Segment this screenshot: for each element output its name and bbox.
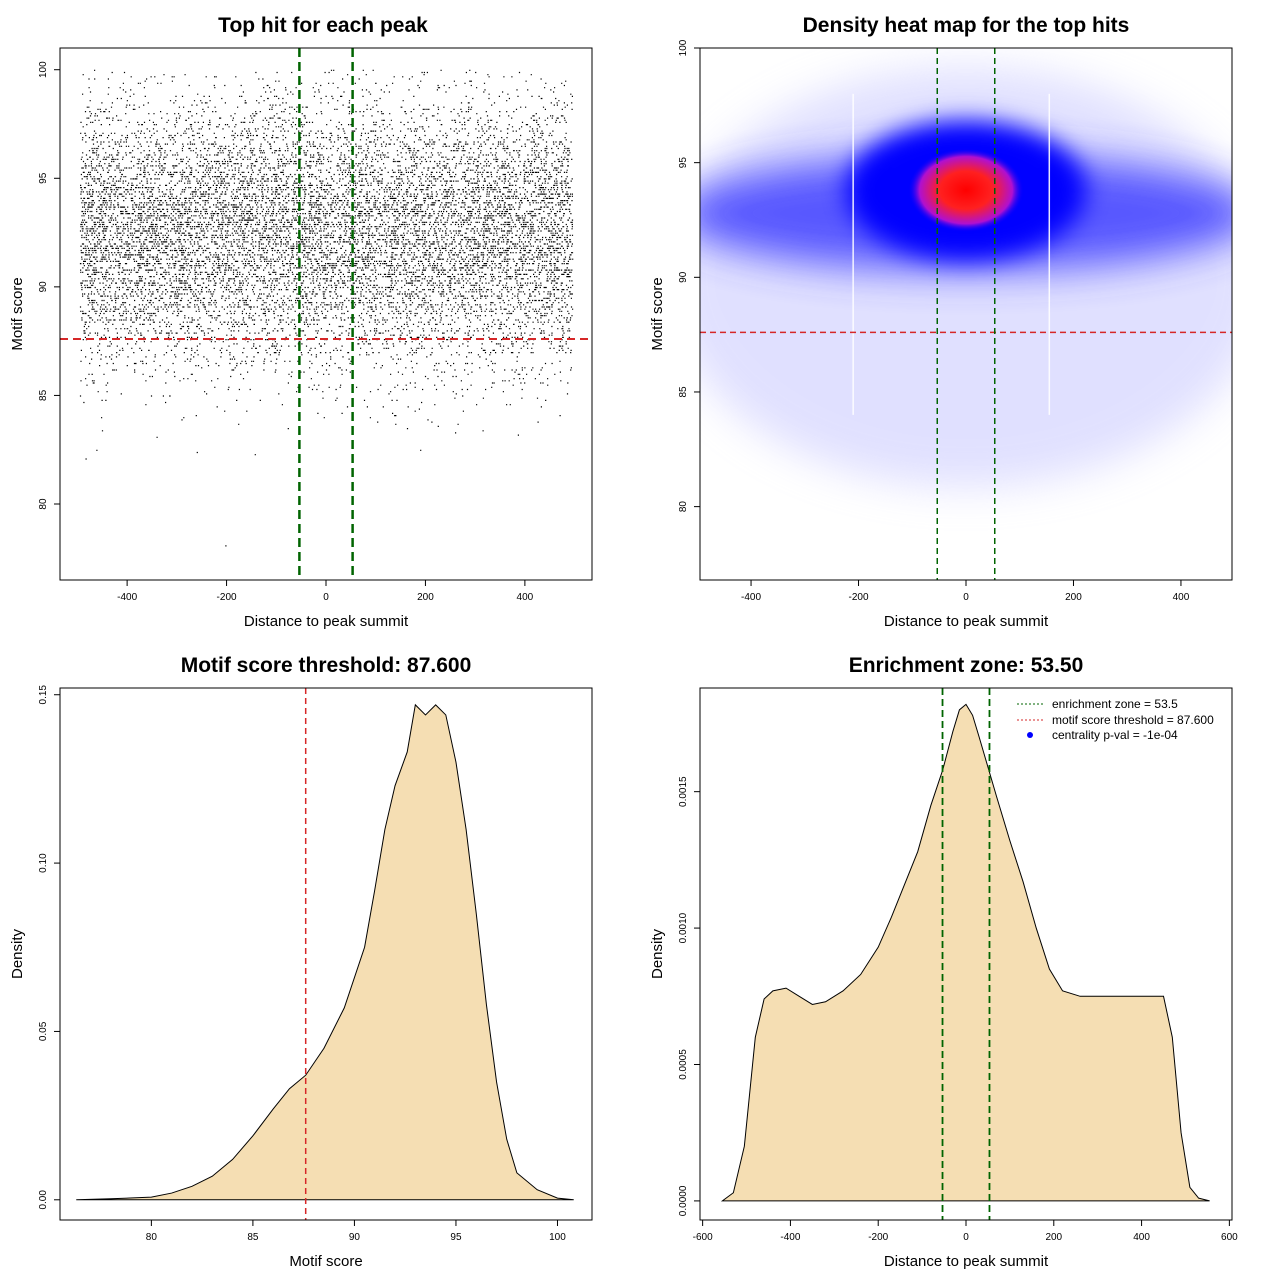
x-tick-label: -400: [780, 1232, 800, 1243]
x-tick-label: 400: [1133, 1232, 1150, 1243]
x-tick-label: 0: [323, 592, 329, 603]
x-tick-label: 0: [963, 1232, 969, 1243]
legend-pval-dot: [1027, 732, 1033, 738]
x-tick-label: 85: [247, 1232, 259, 1243]
y-tick-label: 0.0010: [678, 912, 689, 943]
x-tick-label: 200: [417, 592, 434, 603]
distance-density-area: [720, 703, 1210, 1202]
distance-density-reference-lines: [941, 688, 991, 1220]
x-tick-label: 200: [1065, 592, 1082, 603]
scatter-y-label: Motif score: [9, 277, 26, 350]
x-tick-label: 90: [349, 1232, 361, 1243]
score-density-area: [76, 703, 574, 1201]
distance-density-x-axis: -600 -400 -200 0 200 400 600: [693, 1219, 1238, 1243]
heatmap-hotspot: [908, 148, 1024, 233]
distance-density-legend: enrichment zone = 53.5 motif score thres…: [1017, 697, 1214, 742]
y-tick-label: 0.15: [38, 685, 49, 705]
x-tick-label: 600: [1221, 1232, 1238, 1243]
y-tick-label: 0.10: [38, 853, 49, 873]
y-tick-label: 0.05: [38, 1021, 49, 1041]
panel-distance-density: Enrichment zone: 53.50 -600 -400 -200 0 200 4…: [649, 654, 1238, 1270]
heatmap-density-blobs: [700, 67, 1232, 488]
scatter-reference-lines: [60, 48, 592, 580]
scatter-point-cloud: [79, 69, 574, 547]
x-tick-label: -400: [117, 592, 137, 603]
x-tick-label: 95: [450, 1232, 462, 1243]
heatmap-y-label: Motif score: [649, 277, 666, 350]
x-tick-label: -600: [693, 1232, 713, 1243]
score-density-y-axis: 0.00 0.05 0.10 0.15: [38, 685, 61, 1210]
y-tick-label: 0.00: [38, 1190, 49, 1210]
score-density-x-axis: 80 85 90 95 100: [146, 1219, 566, 1243]
heatmap-y-axis: 80 85 90 95 100: [678, 39, 701, 513]
y-tick-label: 95: [38, 172, 49, 184]
heatmap-x-axis: -400 -200 0 200 400: [741, 579, 1190, 603]
y-tick-label: 100: [678, 39, 689, 56]
heatmap-reference-lines: [700, 48, 1232, 580]
y-tick-label: 85: [678, 386, 689, 398]
y-tick-label: 0.0015: [678, 776, 689, 807]
distance-density-x-label: Distance to peak summit: [884, 1253, 1049, 1270]
x-tick-label: 400: [517, 592, 534, 603]
heatmap-title: Density heat map for the top hits: [803, 14, 1130, 37]
panel-scatter: Top hit for each peak -400 -200 0 200 400 80…: [9, 14, 593, 630]
legend-enrichment-label: enrichment zone = 53.5: [1052, 697, 1178, 711]
scatter-points: [79, 69, 574, 547]
score-density-x-label: Motif score: [289, 1253, 362, 1270]
y-tick-label: 90: [678, 271, 689, 283]
score-density-title: Motif score threshold: 87.600: [181, 654, 472, 677]
panel-score-density: Motif score threshold: 87.600 80 85 90 95 10…: [9, 654, 593, 1270]
legend-threshold-label: motif score threshold = 87.600: [1052, 713, 1214, 727]
distance-density-y-label: Density: [649, 928, 666, 979]
distance-density-title: Enrichment zone: 53.50: [849, 654, 1084, 677]
y-tick-label: 85: [38, 389, 49, 401]
x-tick-label: -200: [217, 592, 237, 603]
heatmap-x-label: Distance to peak summit: [884, 613, 1049, 630]
x-tick-label: 400: [1173, 592, 1190, 603]
panel-heatmap: Density heat map for the top hits -400 -2…: [649, 14, 1233, 630]
heatmap-density-layer: [700, 48, 1232, 580]
x-tick-label: -200: [849, 592, 869, 603]
y-tick-label: 90: [38, 281, 49, 293]
distance-density-y-axis: 0.0000 0.0005 0.0010 0.0015: [678, 776, 701, 1216]
scatter-y-axis: 80 85 90 95 100: [38, 61, 61, 510]
x-tick-label: 80: [146, 1232, 158, 1243]
x-tick-label: 100: [549, 1232, 566, 1243]
scatter-x-label: Distance to peak summit: [244, 613, 409, 630]
y-tick-label: 0.0000: [678, 1185, 689, 1216]
x-tick-label: 0: [963, 592, 969, 603]
y-tick-label: 80: [678, 501, 689, 513]
score-density-y-label: Density: [9, 928, 26, 979]
scatter-title: Top hit for each peak: [218, 14, 428, 37]
x-tick-label: -200: [868, 1232, 888, 1243]
x-tick-label: 200: [1045, 1232, 1062, 1243]
y-tick-label: 80: [38, 498, 49, 510]
x-tick-label: -400: [741, 592, 761, 603]
legend-pval-label: centrality p-val = -1e-04: [1052, 728, 1178, 742]
y-tick-label: 100: [38, 61, 49, 78]
scatter-x-axis: -400 -200 0 200 400: [117, 579, 534, 603]
y-tick-label: 95: [678, 157, 689, 169]
y-tick-label: 0.0005: [678, 1049, 689, 1080]
